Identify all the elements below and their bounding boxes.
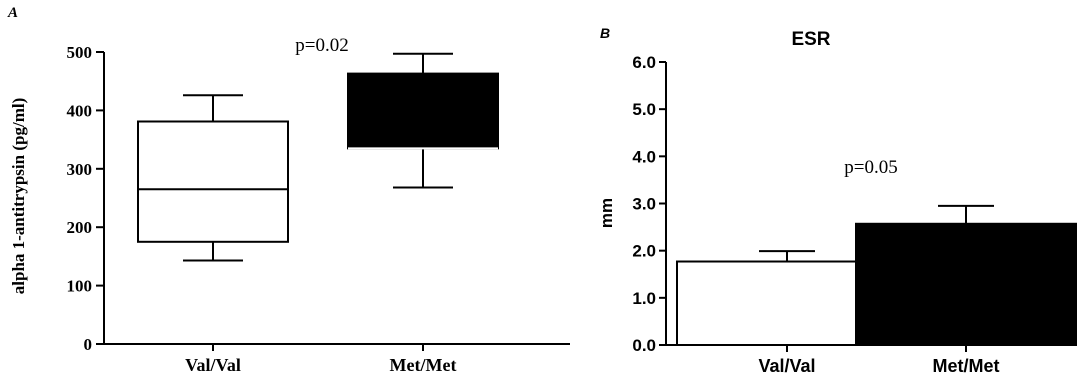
- panel-b-y-tick-label: 1.0: [632, 289, 656, 308]
- panel-b-y-tick-label: 0.0: [632, 336, 656, 355]
- panel-b-y-axis-label: mm: [597, 198, 616, 228]
- panel-a-y-tick-label: 300: [67, 160, 93, 179]
- panel-a-y-tick-label: 400: [67, 101, 93, 120]
- panel-a-y-axis-label: alpha 1-antitrypsin (pg/ml): [9, 98, 28, 294]
- panel-b-bar-2: [855, 204, 1077, 346]
- box-body: [137, 120, 289, 243]
- panel-a-label: A: [7, 5, 18, 21]
- panel-b-y-tick-label: 5.0: [632, 100, 656, 119]
- panel-a-y-tick-label: 0: [84, 335, 93, 354]
- panel-a-box-2: [347, 52, 499, 189]
- panel-a-y-tick-label: 500: [67, 43, 93, 62]
- panel-b-x-tick-label: Val/Val: [758, 356, 815, 376]
- panel-a-x-tick-label: Val/Val: [185, 355, 241, 375]
- panel-b-y-tick-label: 6.0: [632, 53, 656, 72]
- panel-a-y-tick-label: 100: [67, 277, 93, 296]
- panel-a-y-tick-label: 200: [67, 218, 93, 237]
- panel-b-x-tick-label: Met/Met: [933, 356, 1000, 376]
- box-body: [347, 72, 499, 150]
- panel-a-p-value: p=0.02: [295, 35, 348, 56]
- panel-b-p-value: p=0.05: [844, 157, 897, 178]
- panel-a-box-1: [137, 94, 289, 262]
- panel-a: A alpha 1-antitrypsin (pg/ml) 0 100 200 300…: [7, 5, 570, 375]
- bar: [855, 222, 1077, 346]
- panel-a-x-tick-label: Met/Met: [390, 355, 457, 375]
- panel-b-y-tick-label: 4.0: [632, 147, 656, 166]
- panel-b-title: ESR: [791, 29, 830, 50]
- panel-b-y-tick-label: 2.0: [632, 242, 656, 261]
- panel-b-label: B: [600, 25, 610, 41]
- panel-b-y-tick-label: 3.0: [632, 195, 656, 214]
- panel-b: B ESR mm 0.0 1.0 2.0 3.0 4.0 5.0 6.0 Val/Val Me…: [597, 25, 1077, 376]
